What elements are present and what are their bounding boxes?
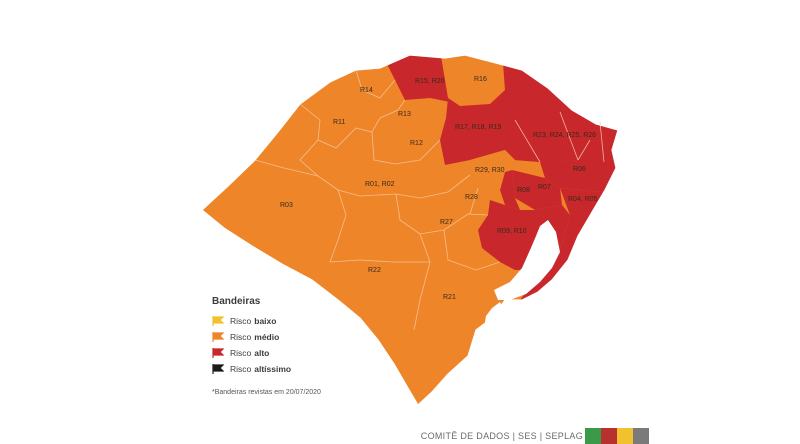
region-label: R28 xyxy=(465,194,478,201)
border-line xyxy=(299,139,471,199)
region-label: R06 xyxy=(573,166,586,173)
color-swatch xyxy=(585,428,601,444)
region-label: R03 xyxy=(280,202,293,209)
color-swatch xyxy=(633,428,649,444)
region-R16 xyxy=(440,55,505,106)
region-label: R17, R18, R19 xyxy=(455,124,501,131)
region-label: R08 xyxy=(517,187,530,194)
legend-prefix: Risco xyxy=(230,332,252,342)
border-line xyxy=(355,69,396,99)
region-label: R09, R10 xyxy=(497,228,527,235)
region-label: R14 xyxy=(360,87,373,94)
region-label: R15, R20 xyxy=(415,78,445,85)
yellow-flag-icon xyxy=(212,316,224,326)
orange-flag-icon xyxy=(212,332,224,342)
region-label: R22 xyxy=(368,267,381,274)
legend-item-baixo: Risco baixo xyxy=(212,313,412,329)
legend-strong: altíssimo xyxy=(254,364,292,374)
border-line xyxy=(329,259,430,263)
region-R07 xyxy=(512,170,562,210)
legend-strong: alto xyxy=(254,348,270,358)
region-labels: R14 R11 R13 R12 R15, R20 R16 R17, R18, R… xyxy=(280,76,598,301)
border-line xyxy=(443,229,501,271)
region-label: R04, R05 xyxy=(568,196,598,203)
legend: Bandeiras Risco baixo Risco médio Risco … xyxy=(212,296,412,396)
region-label: R01, R02 xyxy=(365,181,395,188)
border-line xyxy=(514,111,605,163)
region-R08 xyxy=(500,170,520,210)
legend-prefix: Risco xyxy=(230,348,252,358)
region-label: R23, R24, R25, R26 xyxy=(533,132,596,139)
color-swatch xyxy=(617,428,633,444)
legend-prefix: Risco xyxy=(230,364,252,374)
border-line xyxy=(371,131,441,165)
footer-color-swatches xyxy=(585,428,649,444)
border-line xyxy=(254,159,319,177)
legend-title: Bandeiras xyxy=(212,296,261,307)
legend-prefix: Risco xyxy=(230,316,252,326)
color-swatch xyxy=(601,428,617,444)
legend-item-alto: Risco alto xyxy=(212,345,412,361)
region-label: R27 xyxy=(440,219,453,226)
border-line xyxy=(469,187,479,215)
black-flag-icon xyxy=(212,364,224,374)
red-flag-icon xyxy=(212,348,224,358)
border-line xyxy=(329,189,347,263)
footer-credits: COMITÊ DE DADOS | SES | SEPLAG xyxy=(420,431,583,441)
region-label: R07 xyxy=(538,184,551,191)
region-label: R13 xyxy=(398,111,411,118)
region-label: R21 xyxy=(443,294,456,301)
state-outline xyxy=(201,54,619,406)
region-R15R20 xyxy=(380,55,450,102)
border-line xyxy=(395,193,489,235)
legend-item-altissimo: Risco altíssimo xyxy=(212,361,412,377)
border-line xyxy=(413,233,431,331)
legend-strong: baixo xyxy=(254,316,277,326)
legend-item-medio: Risco médio xyxy=(212,329,412,345)
legend-note: *Bandeiras revistas em 20/07/2020 xyxy=(212,389,321,396)
lagoa-dos-patos xyxy=(494,220,560,300)
region-label: R12 xyxy=(410,140,423,147)
region-label: R16 xyxy=(474,76,487,83)
region-label: R29, R30 xyxy=(475,167,505,174)
region-R29R30 xyxy=(470,150,515,190)
region-borders xyxy=(254,69,605,331)
legend-strong: médio xyxy=(254,332,280,342)
border-line xyxy=(299,99,406,149)
region-label: R11 xyxy=(333,119,345,126)
